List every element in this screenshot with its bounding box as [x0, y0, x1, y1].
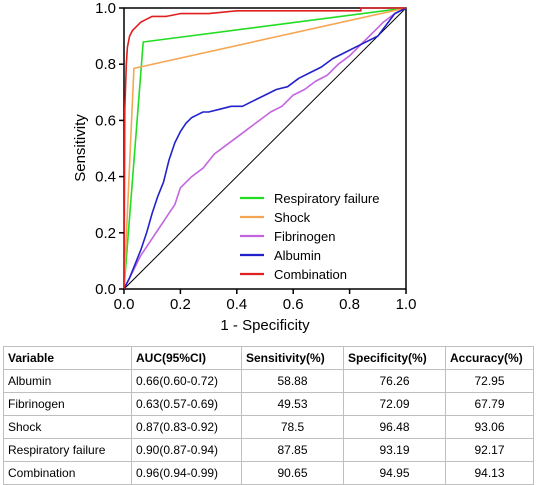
variable-cell: Combination	[3, 461, 132, 485]
auc-cell: 0.87(0.83-0.92)	[131, 415, 242, 439]
legend-label-respiratory-failure: Respiratory failure	[274, 191, 380, 206]
metric-cell: 93.06	[445, 415, 534, 439]
x-axis-label: 1 - Specificity	[220, 317, 310, 334]
y-tick-label: 0.2	[95, 225, 116, 242]
variable-cell: Shock	[3, 415, 132, 439]
metric-cell: 87.85	[241, 438, 344, 462]
series-line-shock	[123, 7, 407, 290]
auc-cell: 0.96(0.94-0.99)	[131, 461, 242, 485]
metric-cell: 72.95	[445, 369, 534, 393]
table-header-accuracy: Accuracy(%)	[445, 346, 534, 370]
metric-cell: 94.95	[343, 461, 446, 485]
auc-cell: 0.63(0.57-0.69)	[131, 392, 242, 416]
metric-cell: 92.17	[445, 438, 534, 462]
x-tick-label: 1.0	[396, 296, 417, 313]
metric-cell: 72.09	[343, 392, 446, 416]
table-header-auc: AUC(95%CI)	[131, 346, 242, 370]
variable-cell: Respiratory failure	[3, 438, 132, 462]
legend-label-fibrinogen: Fibrinogen	[274, 229, 335, 244]
table-row: Shock 0.87(0.83-0.92) 78.5 96.48 93.06	[3, 415, 534, 439]
table-header-row: Variable AUC(95%CI) Sensitivity(%) Speci…	[3, 346, 534, 370]
legend-label-albumin: Albumin	[274, 248, 321, 263]
y-axis-label: Sensitivity	[72, 114, 89, 182]
table-row: Respiratory failure 0.90(0.87-0.94) 87.85 9…	[3, 438, 534, 462]
table-header-variable: Variable	[3, 346, 132, 370]
table-row: Combination 0.96(0.94-0.99) 90.65 94.95 94.1…	[3, 461, 534, 485]
reference-line-layer	[123, 7, 407, 290]
metric-cell: 90.65	[241, 461, 344, 485]
metric-cell: 49.53	[241, 392, 344, 416]
table-header-specificity: Specificity(%)	[343, 346, 446, 370]
metric-cell: 67.79	[445, 392, 534, 416]
table-header-sensitivity: Sensitivity(%)	[241, 346, 344, 370]
table-row: Albumin 0.66(0.60-0.72) 58.88 76.26 72.95	[3, 369, 534, 393]
x-tick-label: 0.8	[339, 296, 360, 313]
reference-diagonal	[123, 7, 407, 290]
x-tick-label: 0.4	[226, 296, 247, 313]
x-tick-label: 0.6	[283, 296, 304, 313]
roc-chart: 0.0 0.2 0.4 0.6 0.8 1.0 0.0 0.2 0.4 0.6 0.8 1.0 1 -…	[72, 0, 416, 334]
variable-cell: Albumin	[3, 369, 132, 393]
series-line-fibrinogen	[123, 7, 407, 290]
table-row: Fibrinogen 0.63(0.57-0.69) 49.53 72.09 67.79	[3, 392, 534, 416]
metric-cell: 76.26	[343, 369, 446, 393]
metric-cell: 96.48	[343, 415, 446, 439]
x-tick-label: 0.0	[114, 296, 135, 313]
series-layer	[123, 7, 407, 290]
metric-cell: 94.13	[445, 461, 534, 485]
series-line-albumin	[123, 7, 407, 290]
series-line-combination	[123, 7, 406, 290]
variable-cell: Fibrinogen	[3, 392, 132, 416]
legend-label-shock: Shock	[274, 210, 311, 225]
x-tick-label: 0.2	[170, 296, 191, 313]
auc-cell: 0.66(0.60-0.72)	[131, 369, 242, 393]
table-body: Albumin 0.66(0.60-0.72) 58.88 76.26 72.95 Fib…	[3, 369, 534, 485]
metric-cell: 78.5	[241, 415, 344, 439]
y-tick-label: 0.6	[95, 112, 116, 129]
auc-cell: 0.90(0.87-0.94)	[131, 438, 242, 462]
y-tick-label: 0.4	[95, 169, 116, 186]
y-tick-label: 0.8	[95, 56, 116, 73]
legend: Respiratory failure Shock Fibrinogen Albumi…	[240, 191, 380, 282]
metric-cell: 93.19	[343, 438, 446, 462]
y-tick-label: 0.0	[95, 281, 116, 298]
metrics-table: Variable AUC(95%CI) Sensitivity(%) Speci…	[3, 346, 534, 485]
y-tick-label: 1.0	[95, 0, 116, 17]
metric-cell: 58.88	[241, 369, 344, 393]
legend-label-combination: Combination	[274, 267, 347, 282]
axes-layer: 0.0 0.2 0.4 0.6 0.8 1.0 0.0 0.2 0.4 0.6 0.8 1.0	[95, 0, 416, 313]
series-line-respiratory-failure	[123, 7, 407, 290]
